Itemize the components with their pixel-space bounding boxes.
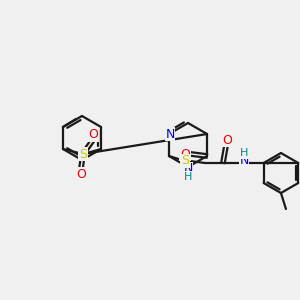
Text: N: N [183, 163, 193, 176]
Text: N: N [239, 154, 249, 167]
Text: S: S [79, 148, 87, 160]
Text: O: O [222, 134, 232, 146]
Text: O: O [88, 128, 98, 142]
Text: H: H [240, 148, 248, 158]
Text: H: H [184, 172, 192, 182]
Text: O: O [76, 167, 86, 181]
Text: S: S [181, 154, 189, 167]
Text: N: N [165, 128, 175, 140]
Text: O: O [180, 148, 190, 160]
